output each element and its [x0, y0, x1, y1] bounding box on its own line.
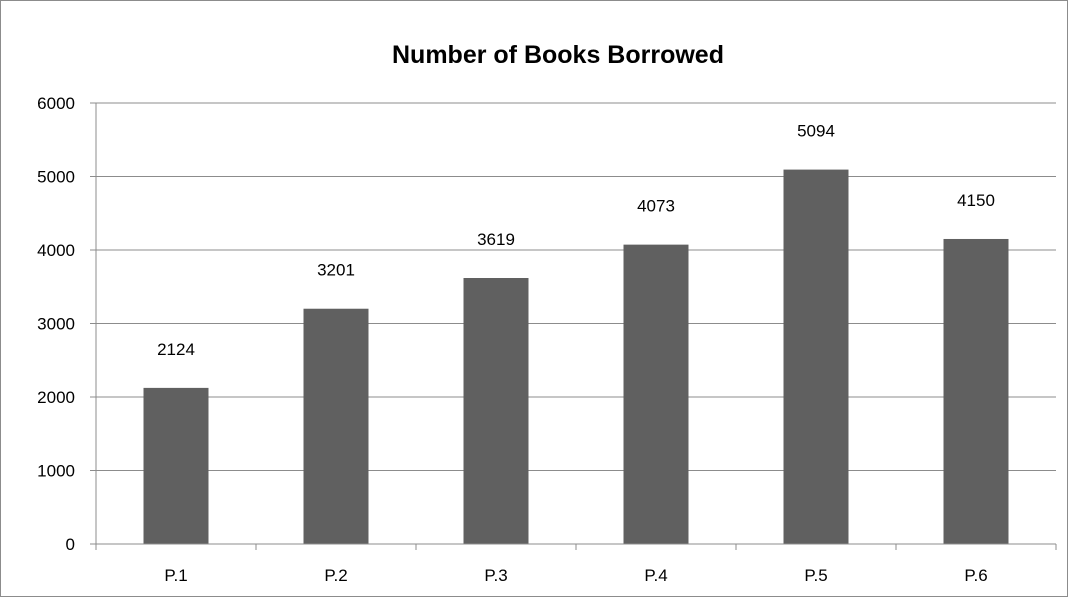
bar-P6	[943, 238, 1009, 544]
y-tick-label: 2000	[37, 388, 75, 407]
data-label: 3619	[477, 230, 515, 249]
data-labels: 2124 3201 3619 4073 5094 4150	[157, 122, 995, 359]
bar-P2	[303, 308, 369, 544]
bar-P4	[623, 244, 689, 544]
data-label: 5094	[797, 122, 835, 141]
x-tick-label: P.1	[164, 566, 187, 585]
x-tick-label: P.2	[324, 566, 347, 585]
x-tick-label: P.5	[804, 566, 827, 585]
data-label: 4150	[957, 191, 995, 210]
gridlines	[96, 102, 1056, 471]
bar-P1	[143, 387, 209, 544]
x-tick-label: P.4	[644, 566, 667, 585]
data-label: 3201	[317, 261, 355, 280]
y-tick-label: 4000	[37, 241, 75, 260]
y-axis-ticks: 0 1000 2000 3000 4000 5000 6000	[37, 94, 97, 554]
data-label: 2124	[157, 340, 195, 359]
y-tick-label: 5000	[37, 168, 75, 187]
y-tick-label: 3000	[37, 315, 75, 334]
chart-title: Number of Books Borrowed	[392, 41, 724, 69]
y-tick-label: 0	[66, 535, 75, 554]
data-label: 4073	[637, 197, 675, 216]
x-tick-label: P.3	[484, 566, 507, 585]
bar-P3	[463, 278, 529, 544]
bar-P5	[783, 169, 849, 544]
y-tick-label: 6000	[37, 94, 75, 113]
x-tick-label: P.6	[964, 566, 987, 585]
y-tick-label: 1000	[37, 462, 75, 481]
bars	[143, 169, 1009, 544]
x-axis: P.1 P.2 P.3 P.4 P.5 P.6	[95, 543, 1057, 585]
